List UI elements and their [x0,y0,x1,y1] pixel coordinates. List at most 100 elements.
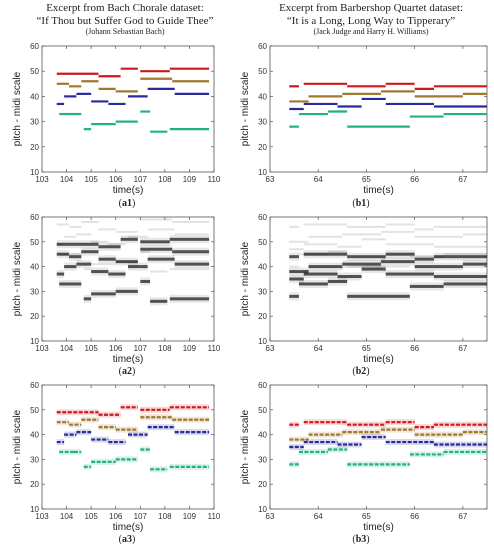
x-tick-label-b1: 63 [266,175,275,184]
series-a3 [56,404,210,473]
caption-b2: (b2) [352,366,370,377]
x-tick-label-b1: 67 [458,175,467,184]
x-tick-label-a1: 106 [109,175,123,184]
x-tick-label-a2: 103 [35,344,49,353]
y-tick-label-a1: 20 [30,143,39,152]
salience-peak-bass [150,299,168,303]
y-tick-label-b1: 50 [258,67,267,76]
y-tick-label-b1: 10 [258,168,267,177]
salience-peak-alto [140,247,173,251]
salience-peak-soprano [347,255,386,259]
salience-harmonic-alto [81,220,99,223]
halo-tenor [128,431,148,438]
y-tick-label-a2: 40 [30,263,39,272]
plot-frame-a1 [41,45,215,173]
x-tick-label-b3: 67 [458,512,467,521]
halo-soprano [56,409,99,416]
y-tick-label-a1: 50 [30,67,39,76]
salience-peak-tenor [174,262,210,266]
x-tick-label-b3: 63 [266,512,275,521]
salience-peak-bass [409,284,444,288]
halo-soprano [303,419,348,426]
x-tick-label-a3: 107 [134,512,148,521]
y-tick-label-a3: 50 [30,406,39,415]
salience-harmonic-bass [409,255,444,258]
x-tick-label-b1: 66 [410,175,419,184]
x-tick-label-b2: 64 [314,344,323,353]
plot-frame-b2 [269,216,488,342]
salience-peak-soprano [120,237,138,241]
x-tick-label-a3: 105 [84,512,98,521]
salience-peak-tenor [64,265,77,269]
x-axis-label-b3: time(s) [363,522,394,533]
y-axis-label-a3: pitch - midi scale [12,409,23,484]
x-tick-label-a2: 104 [60,344,74,353]
y-tick-label-a1: 10 [30,168,39,177]
salience-peak-bass [289,294,299,298]
x-tick-label-a3: 110 [208,512,221,521]
x-tick-label-a3: 104 [60,512,74,521]
salience-peak-bass [347,294,410,298]
caption-b1: (b1) [352,198,370,209]
salience-peak-alto [308,265,343,269]
y-axis-label-a1: pitch - midi scale [12,71,23,146]
salience-harmonic-bass [443,253,487,256]
x-axis-label-a1: time(s) [113,185,144,196]
x-tick-label-b2: 66 [410,344,419,353]
halo-bass [289,461,299,468]
salience-harmonic-alto [289,240,309,243]
x-tick-label-a1: 107 [134,175,148,184]
salience-peak-tenor [76,262,92,266]
salience-peak-bass [443,282,487,286]
y-tick-label-b2: 30 [258,287,267,296]
x-axis-label-a2: time(s) [113,354,144,365]
x-tick-label-a1: 109 [183,175,197,184]
header-right-line1: Excerpt from Barbershop Quartet dataset: [279,2,463,14]
salience-peak-soprano [414,257,434,261]
salience-peak-tenor [91,270,109,274]
x-tick-label-b1: 65 [362,175,371,184]
y-tick-label-a3: 30 [30,455,39,464]
y-tick-label-b1: 40 [258,92,267,101]
y-tick-label-b2: 40 [258,263,267,272]
caption-a2: (a2) [118,366,136,377]
y-tick-label-a1: 30 [30,118,39,127]
y-tick-label-a2: 50 [30,238,39,247]
salience-peak-soprano [169,237,210,241]
heatmap-b2 [289,223,487,301]
salience-peak-bass [91,292,116,296]
salience-harmonic-tenor [128,235,148,238]
x-axis-label-a3: time(s) [113,522,144,533]
x-tick-label-b2: 67 [458,344,467,353]
salience-peak-bass [298,282,328,286]
y-tick-label-a3: 60 [30,381,39,390]
salience-harmonic-tenor [385,243,434,246]
salience-harmonic-bass [73,253,82,256]
salience-peak-alto [98,257,116,261]
salience-peak-alto [462,262,487,266]
y-tick-label-a2: 60 [30,213,39,222]
y-tick-label-b2: 10 [258,337,267,346]
caption-a1: (a1) [118,198,136,209]
salience-harmonic-alto [414,235,463,238]
y-tick-label-a3: 20 [30,480,39,489]
salience-harmonic-tenor [337,245,362,248]
salience-peak-bass [73,282,82,286]
halo-tenor [433,441,487,448]
x-tick-label-a2: 106 [109,344,123,353]
salience-peak-bass [83,297,92,301]
salience-harmonic-alto [98,228,116,231]
salience-harmonic-bass [91,263,116,266]
salience-harmonic-alto [462,233,487,236]
x-tick-label-a1: 105 [84,175,98,184]
halo-soprano [433,421,487,428]
header-left-line2: “If Thou but Suffer God to Guide Thee” [36,14,214,27]
axes-a1: 103 104 105 106 107 108 109 110 10 20 30 40 50 60 time… [12,42,221,196]
y-tick-label-b1: 30 [258,118,267,127]
caption-a3: (a3) [118,534,136,545]
y-tick-label-b3: 50 [258,406,267,415]
y-axis-label-a2: pitch - midi scale [12,241,23,316]
axes-a3: 103 104 105 106 107 108 109 110 10 20 30 40 50 60 time… [12,381,221,533]
plot-frame-b3 [269,384,488,510]
salience-harmonic-tenor [64,235,77,238]
